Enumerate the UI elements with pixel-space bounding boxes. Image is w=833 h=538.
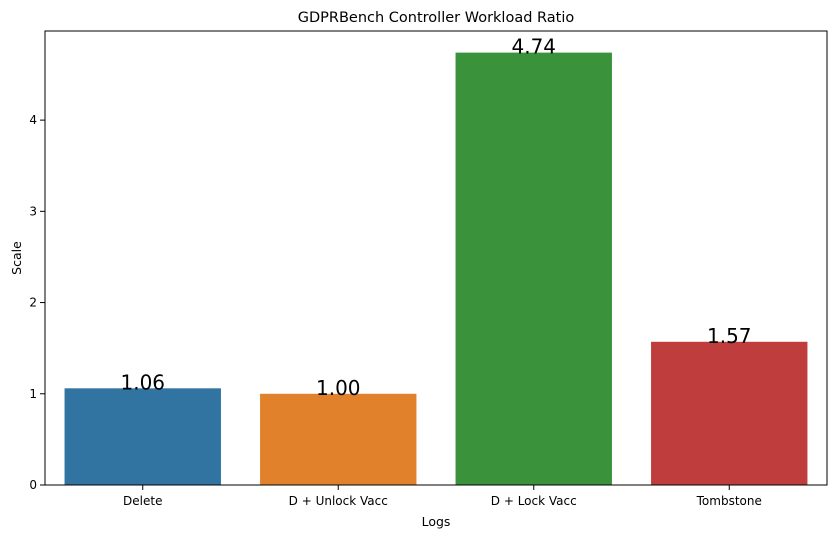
- data-label-2: 4.74: [511, 35, 556, 59]
- y-axis: 0 1 2 3 4: [29, 113, 45, 492]
- x-axis-label: Logs: [422, 514, 451, 529]
- x-tick-label: D + Unlock Vacc: [289, 494, 388, 508]
- x-tick-label: D + Lock Vacc: [491, 494, 577, 508]
- bar-2: [455, 52, 612, 486]
- bar-0: [64, 388, 221, 485]
- x-tick-label: Delete: [123, 494, 162, 508]
- data-label-1: 1.00: [316, 376, 361, 400]
- x-axis: Delete D + Unlock Vacc D + Lock Vacc Tombst…: [123, 485, 762, 508]
- y-tick-label: 1: [29, 387, 37, 401]
- data-label-0: 1.06: [120, 370, 165, 394]
- plot-area: 1.06 1.00 4.74 1.57: [64, 35, 808, 486]
- bar-1: [260, 393, 417, 485]
- plot-frame: [44, 30, 828, 486]
- y-tick-label: 2: [29, 296, 37, 310]
- y-tick-label: 3: [29, 204, 37, 218]
- y-tick-label: 0: [29, 478, 37, 492]
- chart-title: GDPRBench Controller Workload Ratio: [298, 10, 575, 26]
- x-tick-label: Tombstone: [696, 494, 762, 508]
- data-label-3: 1.57: [707, 324, 752, 348]
- bar-3: [651, 341, 808, 485]
- y-axis-label: Scale: [9, 241, 24, 275]
- y-tick-label: 4: [29, 113, 37, 127]
